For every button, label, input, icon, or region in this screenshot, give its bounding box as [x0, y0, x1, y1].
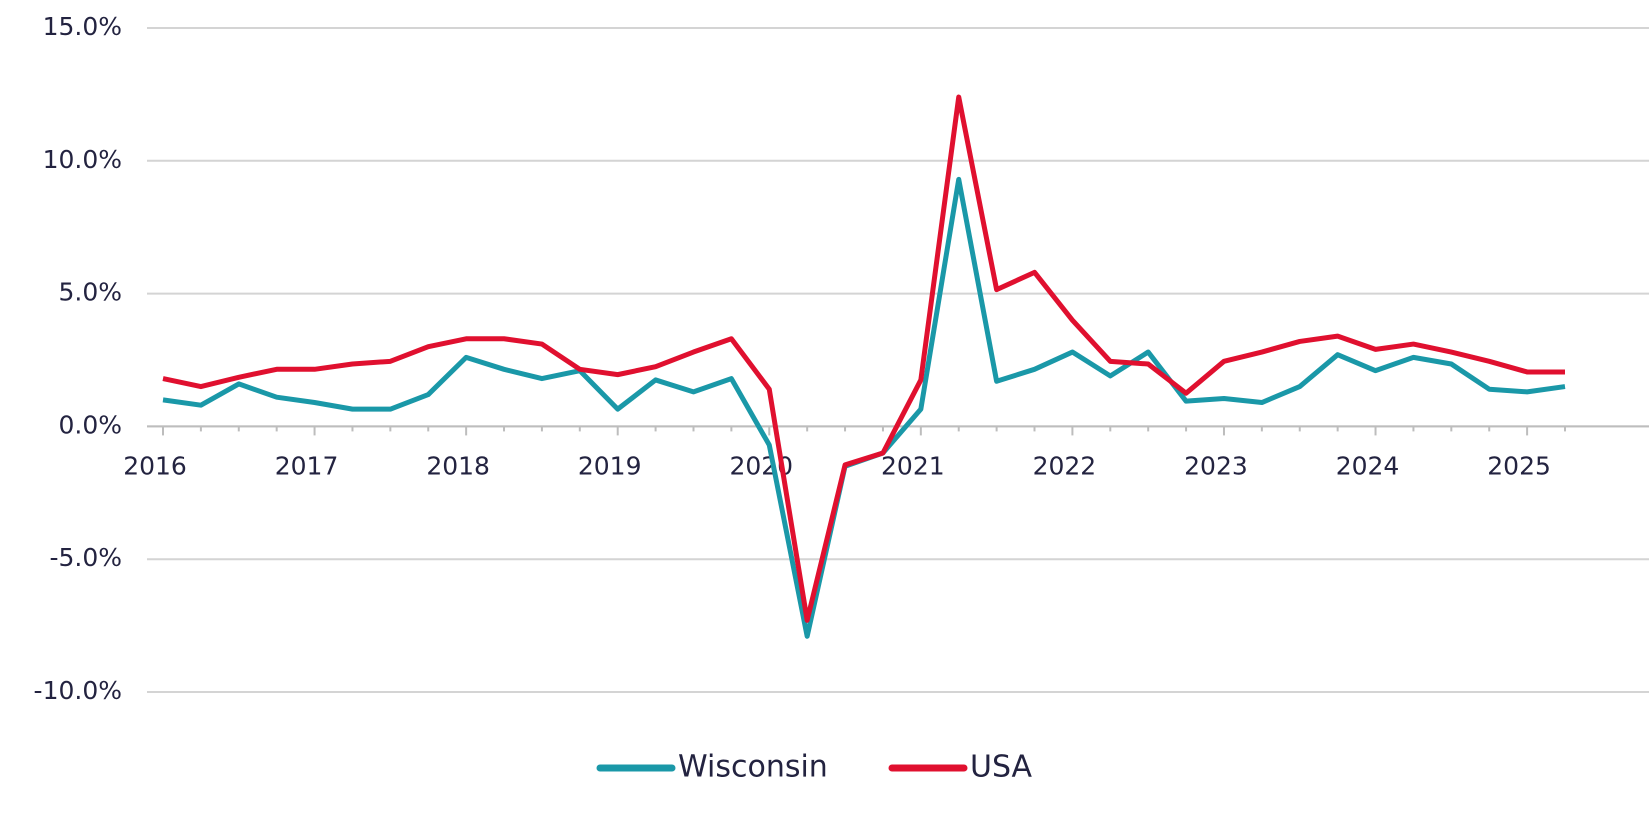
series-line [162, 176, 1566, 639]
x-tick-label: 2022 [1033, 451, 1097, 480]
x-tick-label: 2019 [578, 451, 642, 480]
legend-label: USA [970, 750, 1033, 785]
legend-label: Wisconsin [678, 750, 828, 785]
x-tick-label: 2025 [1487, 451, 1551, 480]
y-tick-label: 15.0% [43, 12, 122, 41]
x-tick-label: 2018 [426, 451, 490, 480]
x-tick-label: 2023 [1184, 451, 1248, 480]
x-tick-label: 2021 [881, 451, 945, 480]
y-tick-label: 5.0% [58, 278, 122, 307]
y-tick-label: 0.0% [58, 410, 122, 439]
y-tick-label: 10.0% [43, 145, 122, 174]
x-tick-label: 2017 [275, 451, 339, 480]
series-line [162, 94, 1565, 623]
y-tick-label: -10.0% [34, 676, 122, 705]
x-tick-label: 2024 [1336, 451, 1400, 480]
x-tick-label: 2016 [123, 451, 187, 480]
y-tick-label: -5.0% [49, 543, 122, 572]
